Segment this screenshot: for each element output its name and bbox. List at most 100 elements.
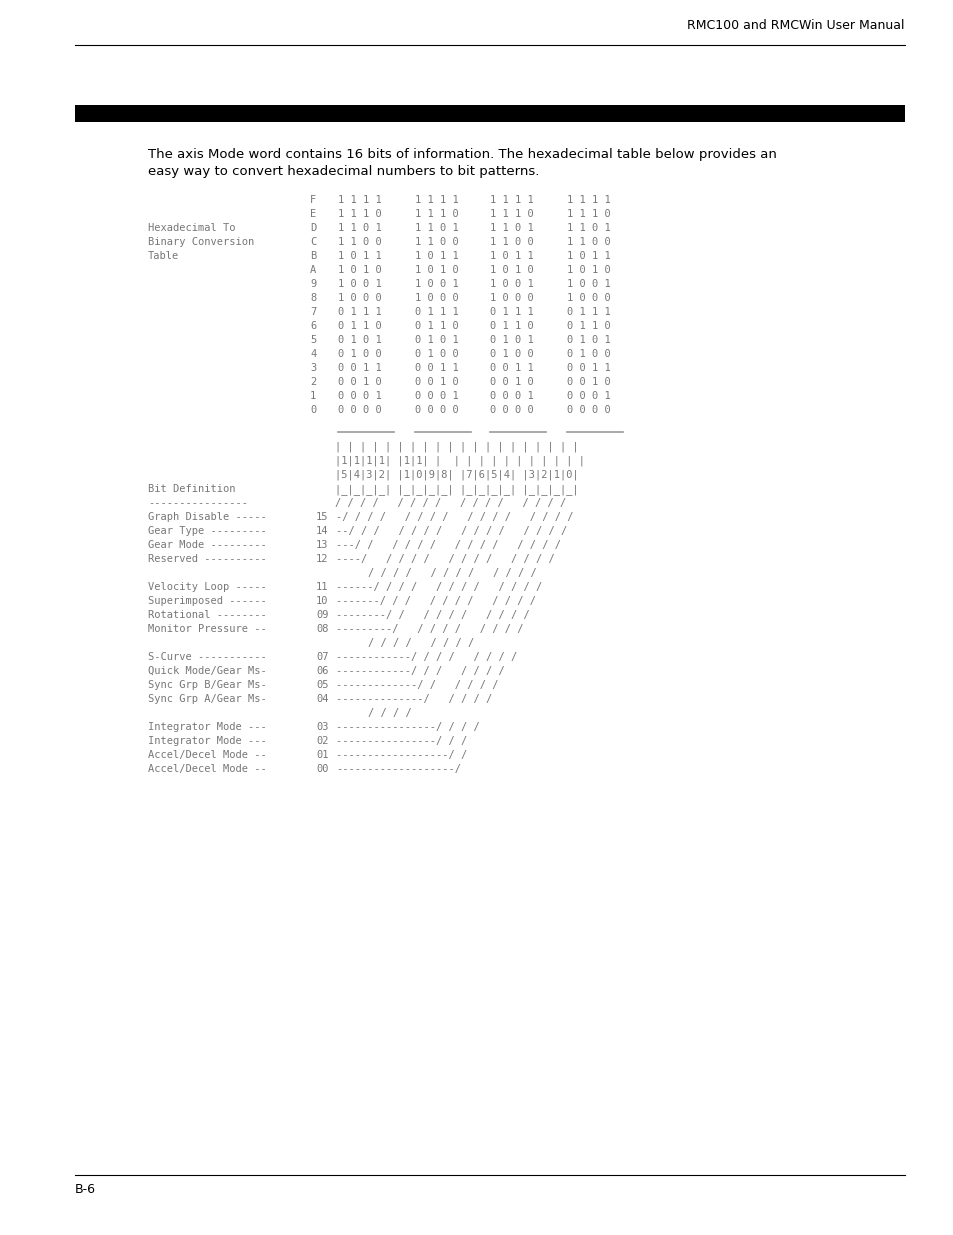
Text: 1 0 0 0: 1 0 0 0 bbox=[490, 293, 533, 303]
Text: 6: 6 bbox=[310, 321, 315, 331]
Text: 1 1 1 1: 1 1 1 1 bbox=[566, 195, 610, 205]
Text: ------------/ / /   / / / /: ------------/ / / / / / / bbox=[335, 666, 504, 676]
Text: 0 1 0 0: 0 1 0 0 bbox=[415, 350, 458, 359]
Text: Reserved ----------: Reserved ---------- bbox=[148, 555, 267, 564]
Text: 0 0 0 1: 0 0 0 1 bbox=[415, 391, 458, 401]
Text: Integrator Mode ---: Integrator Mode --- bbox=[148, 722, 267, 732]
Text: / / / /: / / / / bbox=[368, 708, 412, 718]
Text: 1: 1 bbox=[310, 391, 315, 401]
Text: C: C bbox=[310, 237, 315, 247]
Text: 0 0 0 1: 0 0 0 1 bbox=[566, 391, 610, 401]
Text: 0 1 0 0: 0 1 0 0 bbox=[566, 350, 610, 359]
Text: 0 1 1 1: 0 1 1 1 bbox=[490, 308, 533, 317]
Text: 07: 07 bbox=[315, 652, 328, 662]
Text: 15: 15 bbox=[315, 513, 328, 522]
Text: 0 1 0 0: 0 1 0 0 bbox=[337, 350, 381, 359]
Text: 5: 5 bbox=[310, 335, 315, 345]
Text: -------------/ /   / / / /: -------------/ / / / / / bbox=[335, 680, 498, 690]
Text: |5|4|3|2| |1|0|9|8| |7|6|5|4| |3|2|1|0|: |5|4|3|2| |1|0|9|8| |7|6|5|4| |3|2|1|0| bbox=[335, 471, 578, 480]
Text: 00: 00 bbox=[315, 764, 328, 774]
Text: A: A bbox=[310, 266, 315, 275]
Text: 1 0 1 0: 1 0 1 0 bbox=[490, 266, 533, 275]
Text: ---------/   / / / /   / / / /: ---------/ / / / / / / / / bbox=[335, 624, 523, 634]
Text: D: D bbox=[310, 224, 315, 233]
Text: |_|_|_|_| |_|_|_|_| |_|_|_|_| |_|_|_|_|: |_|_|_|_| |_|_|_|_| |_|_|_|_| |_|_|_|_| bbox=[335, 484, 578, 495]
Text: Superimposed ------: Superimposed ------ bbox=[148, 597, 267, 606]
Text: -------/ / /   / / / /   / / / /: -------/ / / / / / / / / / / bbox=[335, 597, 536, 606]
Text: 0 1 1 1: 0 1 1 1 bbox=[566, 308, 610, 317]
Text: 1 1 0 1: 1 1 0 1 bbox=[566, 224, 610, 233]
Text: 1 1 0 0: 1 1 0 0 bbox=[566, 237, 610, 247]
Text: ------------/ / / /   / / / /: ------------/ / / / / / / / bbox=[335, 652, 517, 662]
Text: Monitor Pressure --: Monitor Pressure -- bbox=[148, 624, 267, 634]
Text: 0 1 1 1: 0 1 1 1 bbox=[337, 308, 381, 317]
Text: 7: 7 bbox=[310, 308, 315, 317]
Text: ---/ /   / / / /   / / / /   / / / /: ---/ / / / / / / / / / / / / / bbox=[335, 540, 560, 550]
Text: 1 0 0 1: 1 0 0 1 bbox=[490, 279, 533, 289]
Text: 01: 01 bbox=[315, 750, 328, 760]
Text: 1 0 0 0: 1 0 0 0 bbox=[337, 293, 381, 303]
Text: 04: 04 bbox=[315, 694, 328, 704]
Text: 0 1 0 1: 0 1 0 1 bbox=[337, 335, 381, 345]
Text: 1 1 1 0: 1 1 1 0 bbox=[415, 209, 458, 219]
Text: Hexadecimal To: Hexadecimal To bbox=[148, 224, 235, 233]
Text: / / / /   / / / /   / / / /: / / / / / / / / / / / / bbox=[368, 568, 537, 578]
Text: Accel/Decel Mode --: Accel/Decel Mode -- bbox=[148, 750, 267, 760]
Text: 0 0 0 1: 0 0 0 1 bbox=[490, 391, 533, 401]
Text: 0 0 1 0: 0 0 1 0 bbox=[566, 377, 610, 387]
Text: 4: 4 bbox=[310, 350, 315, 359]
Text: Gear Type ---------: Gear Type --------- bbox=[148, 526, 267, 536]
Text: 1 0 1 1: 1 0 1 1 bbox=[490, 251, 533, 261]
Text: 0 1 0 1: 0 1 0 1 bbox=[490, 335, 533, 345]
Text: 08: 08 bbox=[315, 624, 328, 634]
Text: 06: 06 bbox=[315, 666, 328, 676]
Text: --------/ /   / / / /   / / / /: --------/ / / / / / / / / / bbox=[335, 610, 529, 620]
Text: 10: 10 bbox=[315, 597, 328, 606]
Text: ----------------/ / / /: ----------------/ / / / bbox=[335, 722, 479, 732]
Text: 0 1 1 0: 0 1 1 0 bbox=[566, 321, 610, 331]
Text: Sync Grp A/Gear Ms-: Sync Grp A/Gear Ms- bbox=[148, 694, 267, 704]
Text: 1 0 1 0: 1 0 1 0 bbox=[566, 266, 610, 275]
Text: S-Curve -----------: S-Curve ----------- bbox=[148, 652, 267, 662]
Text: 1 1 1 1: 1 1 1 1 bbox=[337, 195, 381, 205]
Text: Graph Disable -----: Graph Disable ----- bbox=[148, 513, 267, 522]
Text: 12: 12 bbox=[315, 555, 328, 564]
Text: E: E bbox=[310, 209, 315, 219]
Text: --/ / /   / / / /   / / / /   / / / /: --/ / / / / / / / / / / / / / / bbox=[335, 526, 567, 536]
Text: B-6: B-6 bbox=[75, 1183, 96, 1195]
Text: 1 1 1 0: 1 1 1 0 bbox=[337, 209, 381, 219]
Text: F: F bbox=[310, 195, 315, 205]
Text: 1 0 0 1: 1 0 0 1 bbox=[415, 279, 458, 289]
Text: 05: 05 bbox=[315, 680, 328, 690]
Text: 1 1 0 1: 1 1 0 1 bbox=[415, 224, 458, 233]
Text: 0 0 0 0: 0 0 0 0 bbox=[490, 405, 533, 415]
Text: 0 1 1 0: 0 1 1 0 bbox=[415, 321, 458, 331]
Text: 1 0 1 0: 1 0 1 0 bbox=[337, 266, 381, 275]
Text: |1|1|1|1| |1|1| |  | | | | | | | | | | |: |1|1|1|1| |1|1| | | | | | | | | | | | | bbox=[335, 456, 584, 467]
Text: Integrator Mode ---: Integrator Mode --- bbox=[148, 736, 267, 746]
Text: 1 1 0 1: 1 1 0 1 bbox=[337, 224, 381, 233]
Text: The axis Mode word contains 16 bits of information. The hexadecimal table below : The axis Mode word contains 16 bits of i… bbox=[148, 148, 776, 161]
Text: Quick Mode/Gear Ms-: Quick Mode/Gear Ms- bbox=[148, 666, 267, 676]
Text: / / / /   / / / /: / / / / / / / / bbox=[368, 638, 474, 648]
Text: 1 0 0 1: 1 0 0 1 bbox=[566, 279, 610, 289]
Text: ----------------: ---------------- bbox=[148, 498, 248, 508]
Text: 9: 9 bbox=[310, 279, 315, 289]
Text: 1 1 0 0: 1 1 0 0 bbox=[490, 237, 533, 247]
Text: 14: 14 bbox=[315, 526, 328, 536]
Text: 8: 8 bbox=[310, 293, 315, 303]
Text: / / / /   / / / /   / / / /   / / / /: / / / / / / / / / / / / / / / / bbox=[335, 498, 566, 508]
Text: -------------------/: -------------------/ bbox=[335, 764, 460, 774]
Text: Bit Definition: Bit Definition bbox=[148, 484, 235, 494]
Text: --------------/   / / / /: --------------/ / / / / bbox=[335, 694, 492, 704]
Text: ------/ / / /   / / / /   / / / /: ------/ / / / / / / / / / / / bbox=[335, 582, 541, 592]
Text: 0 0 0 0: 0 0 0 0 bbox=[337, 405, 381, 415]
Text: 1 1 0 1: 1 1 0 1 bbox=[490, 224, 533, 233]
Text: 09: 09 bbox=[315, 610, 328, 620]
Text: 1 1 1 0: 1 1 1 0 bbox=[566, 209, 610, 219]
Text: 1 1 0 0: 1 1 0 0 bbox=[337, 237, 381, 247]
Text: 0 0 1 1: 0 0 1 1 bbox=[566, 363, 610, 373]
Text: 3: 3 bbox=[310, 363, 315, 373]
Text: ------------------/ /: ------------------/ / bbox=[335, 750, 467, 760]
Text: 0 0 1 1: 0 0 1 1 bbox=[337, 363, 381, 373]
